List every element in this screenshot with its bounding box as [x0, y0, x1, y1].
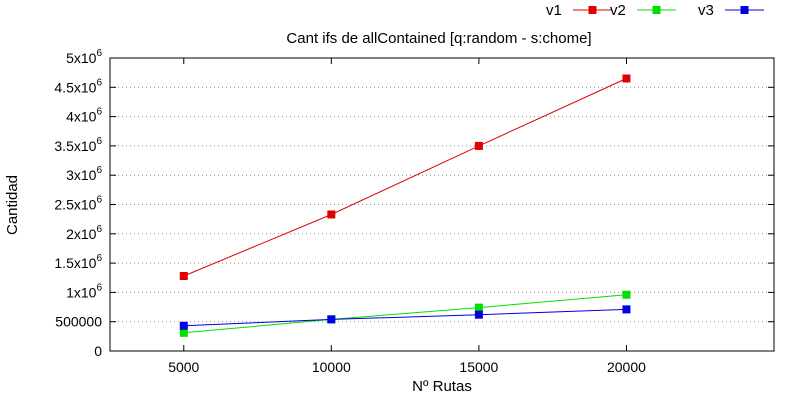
y-tick-label: 3x106: [66, 165, 102, 183]
data-point-v3: [327, 315, 336, 324]
legend-label-v3: v3: [698, 2, 714, 19]
legend-label-v2: v2: [610, 2, 626, 19]
y-tick-label: 2x106: [66, 224, 102, 242]
grid-lines: [110, 86, 774, 323]
data-point-v2: [474, 303, 483, 312]
x-tick-label: 20000: [607, 359, 646, 375]
y-tick-label: 1x106: [66, 282, 102, 300]
legend-marker-v1: [588, 6, 597, 14]
y-tick-label: 4x106: [66, 107, 102, 125]
data-point-v1: [179, 271, 188, 280]
data-point-v3: [179, 321, 188, 330]
chart-title: Cant ifs de allContained [q:random - s:c…: [286, 30, 591, 47]
data-point-v1: [474, 141, 483, 150]
legend-marker-v2: [652, 6, 661, 14]
y-tick-label: 2.5x106: [54, 195, 102, 213]
data-point-v3: [622, 305, 631, 314]
x-tick-label: 15000: [459, 359, 498, 375]
series-line-v2: [183, 294, 627, 334]
y-tick-label: 0: [94, 343, 102, 359]
data-point-v1: [622, 74, 631, 83]
y-tick-label: 5x106: [66, 48, 102, 66]
y-tick-label: 500000: [55, 314, 102, 330]
data-point-v2: [179, 328, 188, 337]
legend: v1 v2 v3: [546, 2, 764, 19]
data-point-v1: [327, 210, 336, 219]
series-line-v1: [183, 78, 627, 277]
x-axis-label: Nº Rutas: [412, 378, 472, 395]
y-tick-label: 4.5x106: [54, 77, 102, 95]
y-axis: 0 500000 1x106 1.5x106 2x106 2.5x106 3x106 3.5x…: [54, 48, 774, 359]
series-group: [179, 74, 631, 337]
y-tick-label: 1.5x106: [54, 253, 102, 271]
legend-marker-v3: [740, 6, 749, 14]
x-axis: 5000 10000 15000 20000: [168, 58, 646, 375]
data-point-v2: [622, 290, 631, 299]
series-line-v3: [183, 308, 627, 327]
y-tick-label: 3.5x106: [54, 136, 102, 154]
data-point-v3: [474, 310, 483, 319]
x-tick-label: 5000: [168, 359, 199, 375]
legend-label-v1: v1: [546, 2, 562, 19]
x-tick-label: 10000: [312, 359, 351, 375]
y-axis-label: Cantidad: [4, 175, 21, 235]
